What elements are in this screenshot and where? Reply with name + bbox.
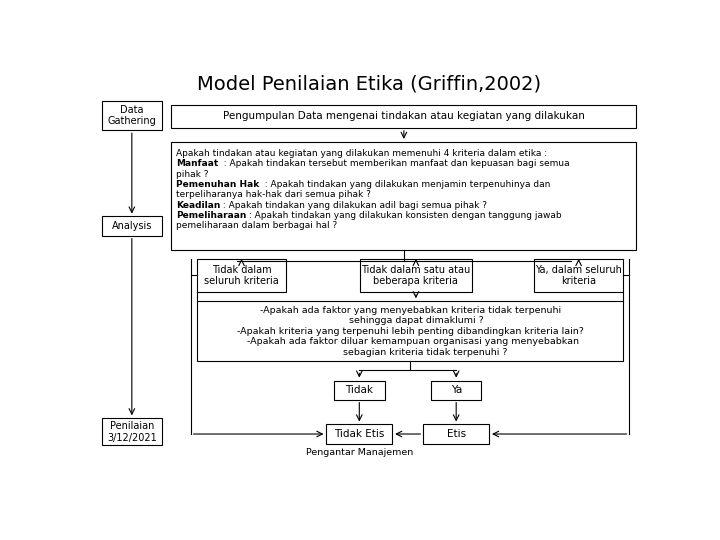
Text: Ya: Ya bbox=[451, 385, 462, 395]
Text: Penilaian
3/12/2021: Penilaian 3/12/2021 bbox=[107, 421, 157, 442]
Bar bbox=[102, 217, 162, 236]
Text: Data
Gathering: Data Gathering bbox=[107, 105, 156, 126]
Text: Pengantar Manajemen: Pengantar Manajemen bbox=[306, 448, 413, 457]
Text: Etis: Etis bbox=[446, 429, 466, 439]
Bar bbox=[534, 259, 624, 292]
Text: : Apakah tindakan yang dilakukan adil bagi semua pihak ?: : Apakah tindakan yang dilakukan adil ba… bbox=[220, 201, 487, 210]
Text: Pemeliharaan: Pemeliharaan bbox=[176, 211, 246, 220]
Bar bbox=[171, 142, 636, 249]
Text: Keadilan: Keadilan bbox=[176, 201, 220, 210]
Text: Apakah tindakan atau kegiatan yang dilakukan memenuhi 4 kriteria dalam etika :: Apakah tindakan atau kegiatan yang dilak… bbox=[176, 148, 547, 158]
Text: Pemenuhan Hak: Pemenuhan Hak bbox=[176, 180, 259, 189]
Bar bbox=[326, 424, 392, 444]
Text: Tidak dalam
seluruh kriteria: Tidak dalam seluruh kriteria bbox=[204, 265, 279, 286]
Text: Tidak dalam satu atau
beberapa kriteria: Tidak dalam satu atau beberapa kriteria bbox=[361, 265, 470, 286]
Text: pemeliharaan dalam berbagai hal ?: pemeliharaan dalam berbagai hal ? bbox=[176, 221, 337, 231]
Text: pihak ?: pihak ? bbox=[176, 170, 209, 179]
Text: terpeliharanya hak-hak dari semua pihak ?: terpeliharanya hak-hak dari semua pihak … bbox=[176, 190, 371, 199]
Bar bbox=[360, 259, 472, 292]
Text: Tidak Etis: Tidak Etis bbox=[334, 429, 384, 439]
Bar bbox=[431, 381, 482, 400]
Text: Ya, dalam seluruh
kriteria: Ya, dalam seluruh kriteria bbox=[535, 265, 622, 286]
Text: Analysis: Analysis bbox=[112, 221, 152, 231]
Text: Manfaat: Manfaat bbox=[176, 159, 218, 168]
Bar bbox=[171, 105, 636, 128]
Bar bbox=[423, 424, 489, 444]
Text: -Apakah ada faktor yang menyebabkan kriteria tidak terpenuhi
    sehingga dapat : -Apakah ada faktor yang menyebabkan krit… bbox=[237, 306, 583, 356]
Bar bbox=[102, 418, 162, 445]
Bar bbox=[197, 301, 624, 361]
Text: : Apakah tindakan yang dilakukan menjamin terpenuhinya dan: : Apakah tindakan yang dilakukan menjami… bbox=[259, 180, 551, 189]
Text: Pengumpulan Data mengenai tindakan atau kegiatan yang dilakukan: Pengumpulan Data mengenai tindakan atau … bbox=[223, 111, 585, 122]
Bar bbox=[102, 101, 162, 130]
Bar bbox=[197, 259, 286, 292]
Bar bbox=[334, 381, 384, 400]
Text: Model Penilaian Etika (Griffin,2002): Model Penilaian Etika (Griffin,2002) bbox=[197, 75, 541, 93]
Text: Tidak: Tidak bbox=[346, 385, 373, 395]
Text: : Apakah tindakan tersebut memberikan manfaat dan kepuasan bagi semua: : Apakah tindakan tersebut memberikan ma… bbox=[218, 159, 570, 168]
Text: : Apakah tindakan yang dilakukan konsisten dengan tanggung jawab: : Apakah tindakan yang dilakukan konsist… bbox=[246, 211, 562, 220]
